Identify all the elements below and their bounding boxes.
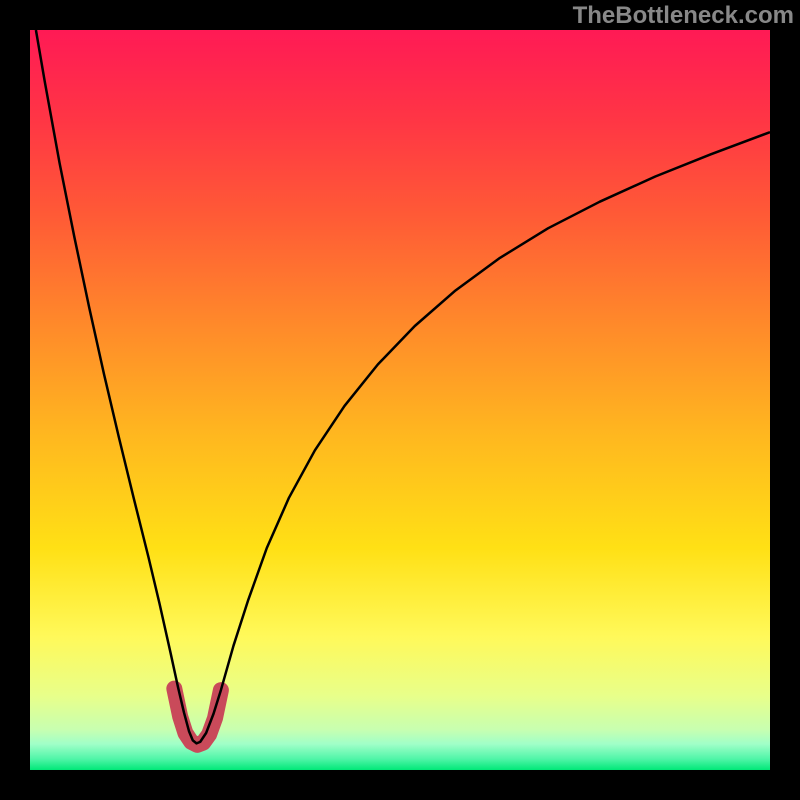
- watermark-label: TheBottleneck.com: [573, 2, 794, 30]
- chart-svg: [30, 30, 770, 770]
- plot-area: [30, 30, 770, 770]
- chart-background: [30, 30, 770, 770]
